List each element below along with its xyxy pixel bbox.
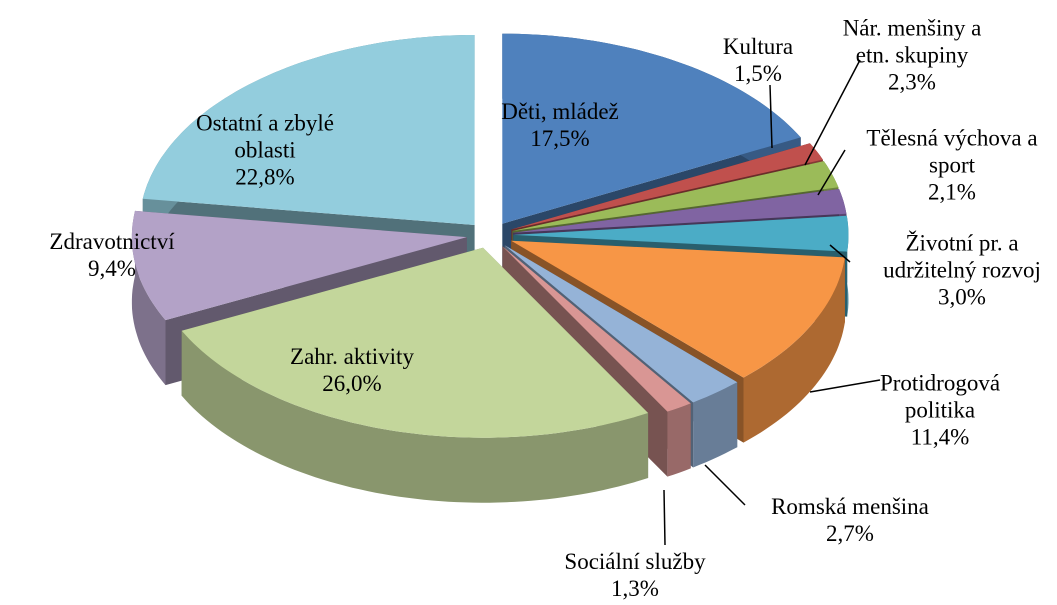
slice-label: Děti, mládež 17,5% bbox=[460, 98, 660, 152]
slice-label: Zdravotnictví 9,4% bbox=[12, 228, 212, 282]
slice bbox=[502, 33, 801, 224]
slice-label: Ostatní a zbylé oblasti 22,8% bbox=[185, 110, 345, 191]
category-label: Kultura bbox=[722, 34, 794, 59]
value-label: 1,5% bbox=[734, 61, 782, 86]
category-label: Sociální služby bbox=[564, 549, 706, 574]
value-label: 2,7% bbox=[826, 521, 874, 546]
leader-line bbox=[817, 149, 846, 196]
slice-label: Tělesná výchova a sport 2,1% bbox=[852, 125, 1052, 206]
slice-outer-side bbox=[667, 403, 691, 477]
slice bbox=[511, 143, 823, 230]
slice bbox=[181, 247, 649, 438]
category-label: Zahr. aktivity bbox=[290, 344, 414, 369]
value-label: 11,4% bbox=[910, 424, 970, 450]
slice-outer-side bbox=[743, 257, 845, 443]
category-label: Tělesná výchova a sport bbox=[866, 125, 1038, 178]
slice-label: Protidrogová politika 11,4% bbox=[873, 370, 1008, 451]
slice-outer-side bbox=[181, 330, 649, 503]
slice bbox=[142, 35, 475, 225]
slice-label: Kultura 1,5% bbox=[698, 33, 818, 87]
leader-line bbox=[809, 379, 881, 393]
value-label: 2,3% bbox=[888, 69, 936, 95]
slice bbox=[504, 245, 738, 403]
value-label: 22,8% bbox=[235, 164, 295, 190]
leader-line bbox=[804, 59, 861, 166]
slice bbox=[513, 215, 849, 252]
value-label: 26,0% bbox=[322, 371, 382, 396]
slice-label: Sociální služby 1,3% bbox=[535, 548, 735, 602]
category-label: Děti, mládež bbox=[501, 99, 619, 124]
slice-label: Zahr. aktivity 26,0% bbox=[252, 343, 452, 397]
leader-line bbox=[829, 244, 851, 263]
category-label: Zdravotnictví bbox=[49, 229, 175, 254]
category-label: Ostatní a zbylé oblasti bbox=[196, 110, 334, 163]
value-label: 17,5% bbox=[530, 126, 590, 151]
slice bbox=[502, 246, 691, 412]
slice-label: Romská menšina 2,7% bbox=[740, 493, 960, 547]
value-label: 1,3% bbox=[611, 576, 659, 601]
leader-line bbox=[663, 489, 666, 546]
value-label: 2,1% bbox=[928, 179, 976, 205]
slice-label: Nár. menšiny a etn. skupiny 2,3% bbox=[825, 15, 1000, 96]
slice-label: Životní pr. a udržitelný rozvoj 3,0% bbox=[875, 230, 1050, 311]
category-label: Nár. menšiny a etn. skupiny bbox=[842, 15, 982, 68]
slice-outer-side bbox=[131, 210, 166, 386]
value-label: 3,0% bbox=[938, 284, 986, 310]
slice bbox=[512, 161, 839, 231]
slice bbox=[131, 210, 467, 321]
category-label: Romská menšina bbox=[771, 494, 929, 519]
category-label: Protidrogová politika bbox=[879, 370, 1001, 423]
leader-line bbox=[769, 84, 773, 149]
slice bbox=[513, 189, 847, 233]
leader-line bbox=[704, 464, 746, 506]
slice-outer-side bbox=[693, 382, 738, 468]
value-label: 9,4% bbox=[88, 256, 136, 281]
category-label: Životní pr. a udržitelný rozvoj bbox=[883, 230, 1041, 283]
slice bbox=[511, 240, 845, 378]
